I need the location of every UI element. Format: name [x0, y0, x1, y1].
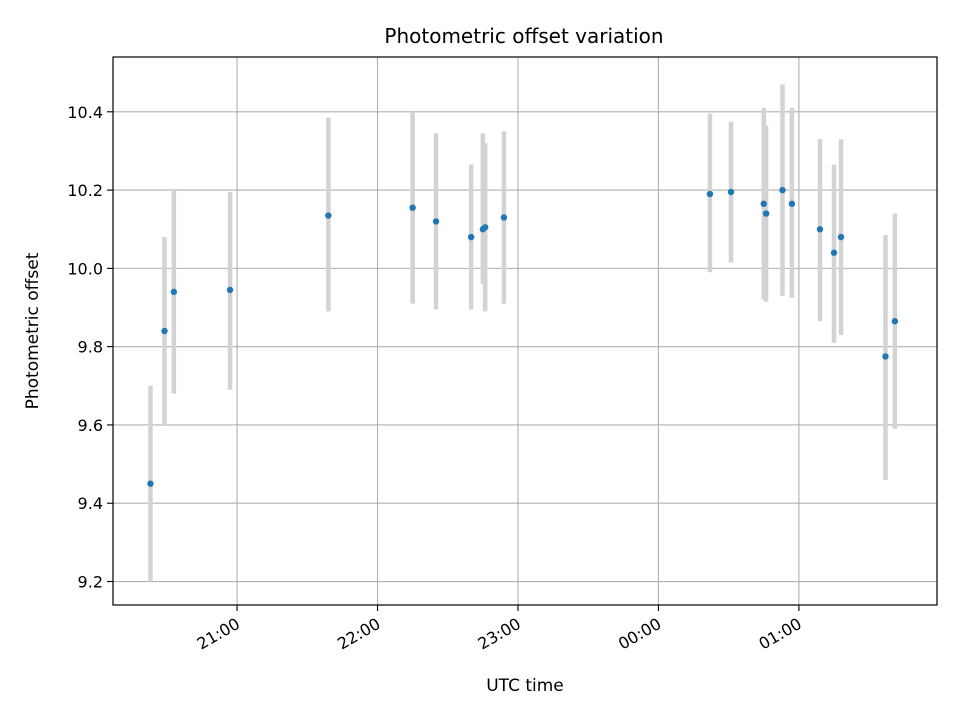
data-point: [762, 210, 770, 217]
data-point: [170, 288, 178, 296]
data-point: [147, 480, 154, 487]
y-tick-label: 9.2: [78, 573, 103, 592]
data-point: [837, 233, 845, 241]
y-tick-label: 9.8: [78, 338, 103, 357]
x-tick-label: 22:00: [334, 614, 383, 654]
data-point: [482, 224, 489, 231]
x-axis-ticks: 21:00 22:00 23:00 00:00 01:00: [194, 605, 805, 654]
data-point: [161, 327, 168, 335]
y-tick-label: 10.4: [67, 103, 103, 122]
data-point: [325, 212, 332, 219]
data-point: [882, 353, 889, 360]
x-tick-label: 23:00: [475, 614, 524, 654]
data-point: [706, 190, 714, 198]
data-point: [830, 249, 838, 256]
data-point: [788, 200, 796, 207]
data-point: [409, 204, 416, 211]
data-point: [467, 233, 475, 241]
data-point: [760, 200, 767, 207]
chart-title: Photometric offset variation: [384, 24, 663, 48]
data-points: [147, 186, 899, 487]
data-point: [779, 186, 786, 194]
y-tick-label: 10.2: [67, 181, 103, 200]
y-axis-ticks: 9.2 9.4 9.6 9.8 10.0 10.2 10.4: [67, 103, 113, 592]
grid-lines: [113, 57, 937, 605]
x-axis-label: UTC time: [486, 676, 564, 696]
x-tick-label: 01:00: [755, 614, 804, 654]
data-point: [816, 226, 824, 233]
y-tick-label: 9.4: [78, 494, 103, 513]
data-point: [500, 214, 508, 221]
plot-frame: [112, 56, 938, 606]
y-tick-label: 9.6: [78, 416, 103, 435]
error-bars: [148, 84, 898, 582]
data-point: [432, 218, 440, 225]
data-point: [226, 286, 234, 294]
data-point: [727, 188, 735, 196]
data-point: [891, 318, 899, 325]
y-tick-label: 10.0: [67, 259, 103, 278]
x-tick-label: 00:00: [615, 614, 664, 654]
x-tick-label: 21:00: [194, 614, 243, 654]
y-axis-label: Photometric offset: [23, 252, 43, 409]
